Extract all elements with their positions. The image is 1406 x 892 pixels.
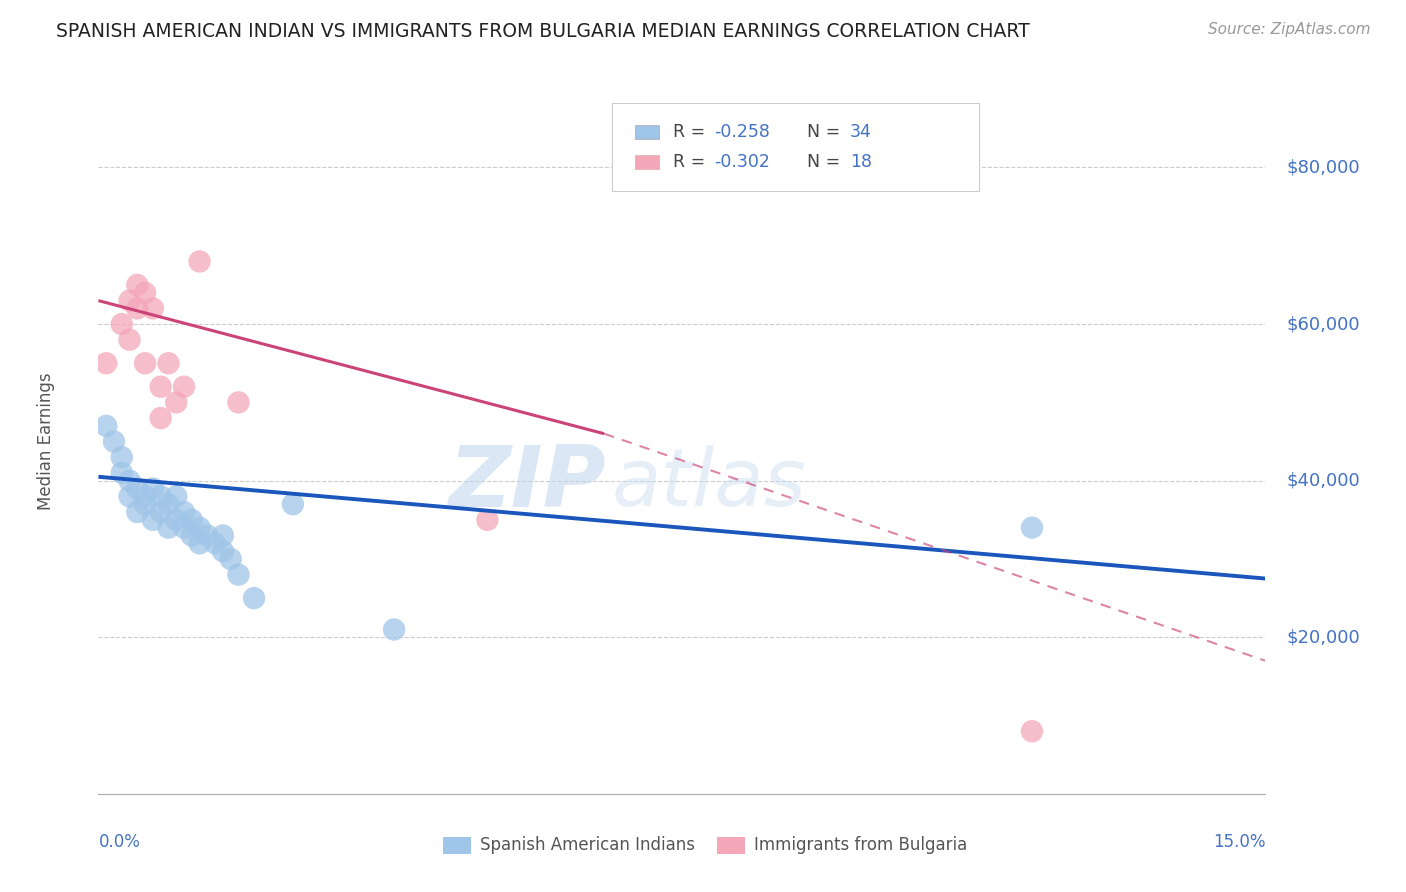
Point [212, 528, 235, 542]
Point [127, 277, 149, 292]
Point [157, 497, 180, 511]
Point [165, 489, 187, 503]
Point [173, 521, 195, 535]
Point [118, 474, 141, 488]
Text: -0.302: -0.302 [714, 153, 770, 170]
Point [96, 418, 118, 433]
Point [180, 528, 202, 542]
Point [111, 317, 134, 331]
Point [142, 513, 165, 527]
Point [142, 482, 165, 496]
FancyBboxPatch shape [717, 837, 745, 854]
Point [134, 489, 156, 503]
Point [165, 395, 187, 409]
Point [118, 333, 141, 347]
Point [228, 395, 250, 409]
Point [228, 567, 250, 582]
Point [219, 552, 242, 566]
Point [188, 521, 211, 535]
Point [127, 482, 149, 496]
Point [243, 591, 266, 606]
Point [1021, 521, 1043, 535]
Point [195, 528, 218, 542]
Point [134, 285, 156, 300]
Text: N =: N = [807, 123, 845, 141]
Text: $40,000: $40,000 [1286, 472, 1360, 490]
Point [477, 513, 499, 527]
Point [204, 536, 226, 550]
Text: Median Earnings: Median Earnings [37, 373, 55, 510]
Point [149, 411, 172, 425]
Text: Source: ZipAtlas.com: Source: ZipAtlas.com [1208, 22, 1371, 37]
Text: N =: N = [807, 153, 845, 170]
Text: 15.0%: 15.0% [1213, 832, 1265, 851]
Point [188, 536, 211, 550]
Point [149, 380, 172, 394]
Text: Immigrants from Bulgaria: Immigrants from Bulgaria [754, 836, 967, 854]
FancyBboxPatch shape [636, 125, 658, 139]
Point [127, 301, 149, 316]
Text: 34: 34 [851, 123, 872, 141]
Point [142, 301, 165, 316]
Text: ZIP: ZIP [449, 442, 606, 525]
Point [96, 356, 118, 370]
Text: $80,000: $80,000 [1286, 159, 1360, 177]
Point [118, 293, 141, 308]
Point [173, 380, 195, 394]
Point [1021, 724, 1043, 739]
Text: SPANISH AMERICAN INDIAN VS IMMIGRANTS FROM BULGARIA MEDIAN EARNINGS CORRELATION : SPANISH AMERICAN INDIAN VS IMMIGRANTS FR… [56, 22, 1031, 41]
Point [134, 356, 156, 370]
Point [188, 254, 211, 268]
Point [103, 434, 125, 449]
Text: 18: 18 [851, 153, 872, 170]
Point [382, 623, 405, 637]
Text: $60,000: $60,000 [1286, 315, 1360, 333]
Point [157, 356, 180, 370]
Point [111, 450, 134, 465]
Text: -0.258: -0.258 [714, 123, 770, 141]
FancyBboxPatch shape [636, 154, 658, 169]
Text: $20,000: $20,000 [1286, 628, 1360, 647]
Text: 0.0%: 0.0% [98, 832, 141, 851]
Point [165, 513, 187, 527]
Text: Spanish American Indians: Spanish American Indians [479, 836, 695, 854]
FancyBboxPatch shape [443, 837, 471, 854]
Point [281, 497, 304, 511]
Point [149, 505, 172, 519]
FancyBboxPatch shape [612, 103, 980, 192]
Text: R =: R = [672, 123, 710, 141]
Text: R =: R = [672, 153, 710, 170]
Point [149, 489, 172, 503]
Point [118, 489, 141, 503]
Point [157, 521, 180, 535]
Point [127, 505, 149, 519]
Text: atlas: atlas [612, 445, 807, 523]
Point [134, 497, 156, 511]
Point [173, 505, 195, 519]
Point [180, 513, 202, 527]
Point [212, 544, 235, 558]
Point [111, 466, 134, 480]
